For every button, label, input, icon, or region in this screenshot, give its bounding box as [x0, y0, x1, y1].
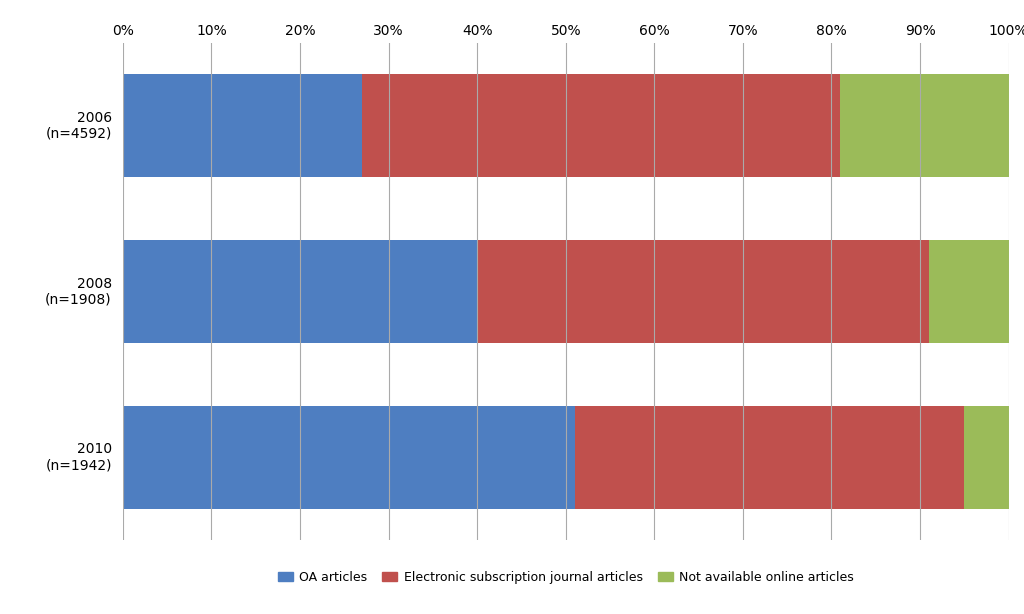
Bar	[965, 406, 1009, 509]
Bar	[477, 240, 929, 343]
Bar	[123, 240, 477, 343]
Bar	[841, 74, 1009, 177]
Bar	[362, 74, 841, 177]
Bar	[123, 406, 574, 509]
Bar	[574, 406, 965, 509]
Bar	[929, 240, 1009, 343]
Legend: OA articles, Electronic subscription journal articles, Not available online arti: OA articles, Electronic subscription jou…	[278, 571, 854, 584]
Bar	[123, 74, 362, 177]
